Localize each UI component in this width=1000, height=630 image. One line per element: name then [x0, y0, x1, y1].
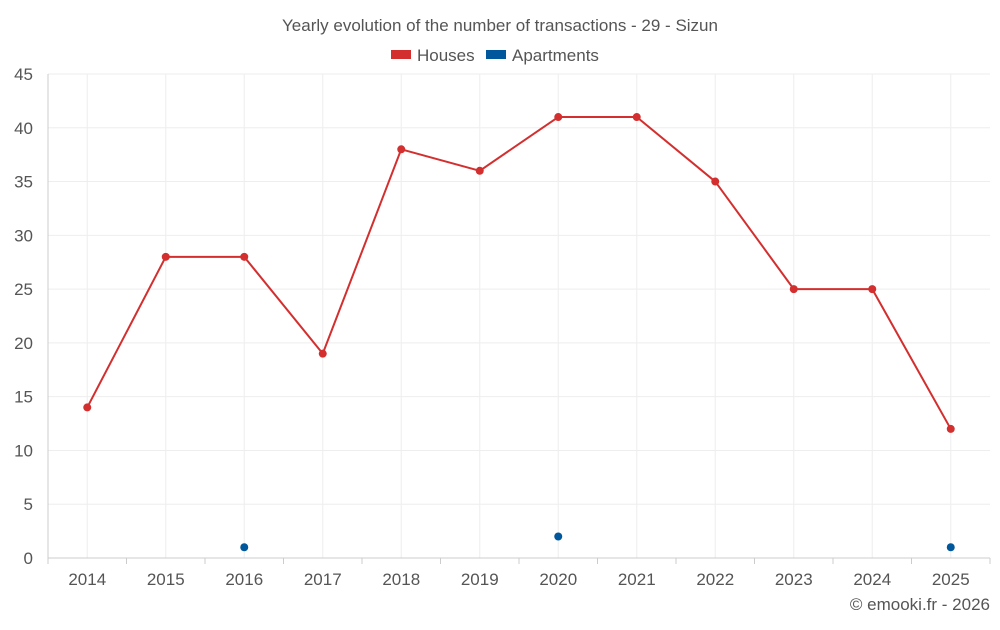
- data-point-houses[interactable]: [554, 113, 563, 122]
- y-tick-label: 40: [14, 119, 33, 138]
- legend-swatch-apartments: [486, 50, 506, 59]
- x-tick-label: 2015: [147, 570, 185, 589]
- data-point-houses[interactable]: [475, 166, 484, 175]
- data-point-houses[interactable]: [161, 252, 170, 261]
- legend-label-apartments: Apartments: [512, 46, 599, 65]
- x-tick-label: 2021: [618, 570, 656, 589]
- y-tick-label: 25: [14, 280, 33, 299]
- y-tick-label: 15: [14, 388, 33, 407]
- data-point-apartments[interactable]: [240, 543, 249, 552]
- data-point-houses[interactable]: [789, 285, 798, 294]
- credit-text: © emooki.fr - 2026: [850, 595, 990, 614]
- y-tick-label: 10: [14, 441, 33, 460]
- data-point-houses[interactable]: [83, 403, 92, 412]
- legend-item-apartments[interactable]: Apartments: [486, 46, 599, 65]
- data-point-houses[interactable]: [397, 145, 406, 154]
- data-point-houses[interactable]: [711, 177, 720, 186]
- series-group: [83, 113, 955, 552]
- x-tick-label: 2019: [461, 570, 499, 589]
- x-tick-label: 2016: [225, 570, 263, 589]
- x-tick-label: 2024: [853, 570, 891, 589]
- y-axis: 0 5 10 15 20 25 30 35 40 45: [14, 65, 49, 568]
- x-tick-label: 2014: [68, 570, 106, 589]
- data-point-houses[interactable]: [868, 285, 877, 294]
- y-tick-label: 20: [14, 334, 33, 353]
- legend-item-houses[interactable]: Houses: [391, 46, 475, 65]
- legend: Houses Apartments: [391, 46, 599, 65]
- x-tick-label: 2023: [775, 570, 813, 589]
- x-tick-label: 2025: [932, 570, 970, 589]
- legend-swatch-houses: [391, 50, 411, 59]
- data-point-apartments[interactable]: [946, 543, 955, 552]
- y-tick-label: 5: [24, 495, 33, 514]
- grid: [48, 73, 990, 558]
- data-point-houses[interactable]: [240, 252, 249, 261]
- x-tick-label: 2018: [382, 570, 420, 589]
- x-tick-label: 2020: [539, 570, 577, 589]
- x-axis: 2014 2015 2016 2017 2018 2019 2020 2021 2022 2023…: [47, 557, 991, 589]
- y-tick-label: 35: [14, 173, 33, 192]
- y-tick-label: 30: [14, 226, 33, 245]
- y-tick-label: 0: [24, 549, 33, 568]
- legend-label-houses: Houses: [417, 46, 475, 65]
- y-tick-label: 45: [14, 65, 33, 84]
- data-point-houses[interactable]: [318, 349, 327, 358]
- data-point-houses[interactable]: [946, 424, 955, 433]
- x-tick-label: 2017: [304, 570, 342, 589]
- series-line-houses: [86, 116, 952, 430]
- data-point-apartments[interactable]: [554, 532, 563, 541]
- data-point-houses[interactable]: [632, 113, 641, 122]
- x-tick-label: 2022: [696, 570, 734, 589]
- chart-title: Yearly evolution of the number of transa…: [282, 16, 718, 35]
